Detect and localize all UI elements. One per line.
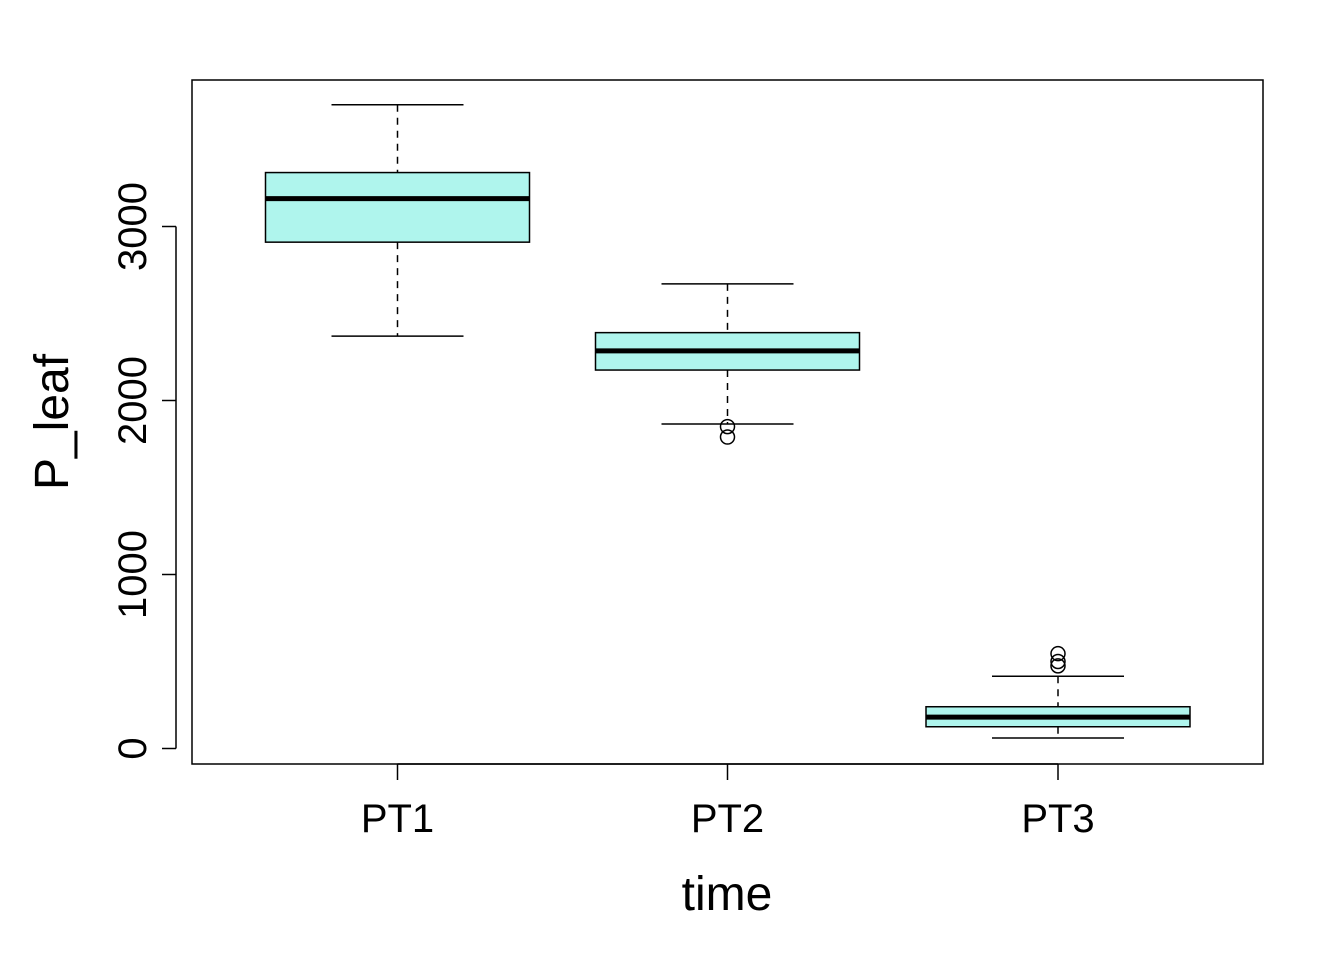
outlier-point bbox=[1050, 645, 1066, 662]
y-tick-label: 2000 bbox=[111, 356, 155, 445]
x-tick-label: PT1 bbox=[361, 797, 434, 841]
y-tick-label: 3000 bbox=[111, 182, 155, 271]
box-marks bbox=[264, 103, 1191, 739]
box-pt3 bbox=[925, 645, 1191, 739]
box-pt2 bbox=[594, 283, 861, 445]
outlier-point bbox=[719, 418, 736, 435]
outlier-point bbox=[1050, 658, 1066, 674]
y-axis-label: P_leaf bbox=[26, 353, 79, 490]
y-tick-label: 1000 bbox=[111, 530, 155, 619]
x-tick-label: PT3 bbox=[1021, 797, 1094, 841]
x-axis-label: time bbox=[682, 868, 773, 921]
iqr-box bbox=[264, 171, 531, 243]
box-pt1 bbox=[264, 103, 531, 337]
y-tick-label: 0 bbox=[111, 737, 155, 759]
outlier-point bbox=[1050, 653, 1066, 670]
outlier-point bbox=[719, 429, 736, 445]
x-tick-label: PT2 bbox=[691, 797, 764, 841]
axes: 0 1000 2000 3000 PT1 PT2 PT3 bbox=[111, 182, 1095, 841]
